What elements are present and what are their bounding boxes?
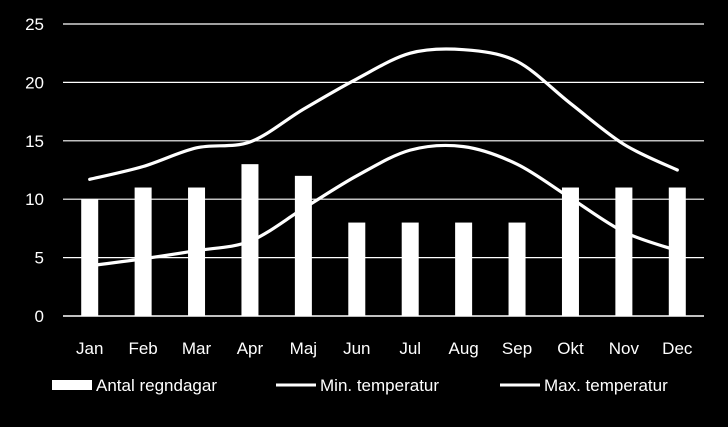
- x-axis-ticks: Jan Feb Mar Apr Maj Jun Jul Aug Sep Okt Nov Dec: [76, 339, 693, 358]
- x-tick-label: Dec: [662, 339, 693, 358]
- legend: Antal regndagar Min. temperatur Max. tempe…: [52, 376, 668, 395]
- x-tick-label: Jun: [343, 339, 370, 358]
- bar: [561, 187, 579, 316]
- y-tick-label: 10: [25, 190, 44, 209]
- x-tick-label: Okt: [557, 339, 584, 358]
- legend-swatch-bar: [52, 380, 92, 390]
- y-tick-label: 20: [25, 73, 44, 92]
- y-tick-label: 0: [35, 307, 44, 326]
- bar: [294, 175, 312, 316]
- y-tick-label: 15: [25, 132, 44, 151]
- line-min-temperature: [88, 143, 679, 268]
- x-tick-label: Maj: [290, 339, 317, 358]
- x-tick-label: Nov: [609, 339, 640, 358]
- x-tick-label: Apr: [237, 339, 264, 358]
- line-series: [88, 47, 679, 268]
- gridlines: [63, 23, 704, 317]
- x-tick-label: Aug: [449, 339, 479, 358]
- bar: [134, 187, 152, 316]
- y-tick-label: 25: [25, 15, 44, 34]
- y-axis-ticks: 0 5 10 15 20 25: [25, 15, 44, 326]
- bar: [81, 199, 99, 316]
- legend-label: Antal regndagar: [96, 376, 217, 395]
- x-tick-label: Mar: [182, 339, 212, 358]
- bar: [348, 222, 366, 316]
- bar: [455, 222, 473, 316]
- bar: [401, 222, 419, 316]
- x-tick-label: Jan: [76, 339, 103, 358]
- x-tick-label: Feb: [128, 339, 157, 358]
- x-tick-label: Jul: [399, 339, 421, 358]
- legend-label: Max. temperatur: [544, 376, 668, 395]
- bar: [508, 222, 526, 316]
- bar-series: [81, 164, 686, 316]
- x-tick-label: Sep: [502, 339, 532, 358]
- bar: [615, 187, 633, 316]
- y-tick-label: 5: [35, 249, 44, 268]
- line-max-temperature: [88, 47, 679, 181]
- legend-label: Min. temperatur: [320, 376, 439, 395]
